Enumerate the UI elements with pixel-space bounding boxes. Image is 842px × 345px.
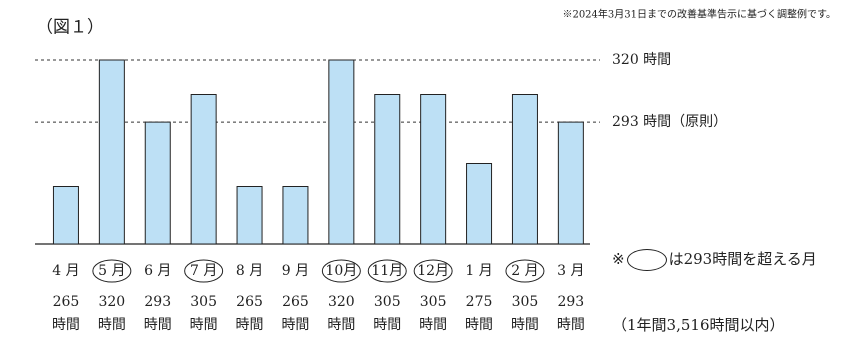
bar	[557, 121, 584, 245]
highlight-oval	[367, 259, 407, 283]
month-label: 8 月	[236, 263, 263, 279]
month-label: 6 月	[144, 263, 171, 279]
value-label: 305時間	[189, 294, 218, 333]
total-note: （1年間3,516時間以内）	[612, 316, 785, 334]
value-label: 293時間	[556, 294, 585, 333]
highlight-oval	[413, 259, 453, 283]
note: ※2024年3月31日までの改善基準告示に基づく調整例です。	[562, 8, 836, 21]
month-label: 10月	[325, 263, 357, 279]
legend: ※ は293時間を超える月	[612, 248, 817, 271]
value-label: 265時間	[51, 294, 80, 333]
value-label: 305時間	[419, 294, 448, 333]
month-label: 11月	[371, 263, 403, 279]
month-label: 12月	[417, 263, 449, 279]
reference-label: 320 時間	[612, 52, 671, 68]
month-label: 2 月	[511, 263, 538, 279]
value-label: 320時間	[97, 294, 126, 333]
highlight-oval	[92, 259, 132, 283]
bar	[98, 59, 125, 245]
bar	[236, 186, 263, 245]
value-label: 275時間	[465, 294, 494, 333]
bar	[374, 94, 401, 245]
bar	[52, 186, 79, 245]
legend-oval	[626, 249, 667, 271]
reference-label: 293 時間（原則）	[612, 114, 727, 130]
bar	[144, 121, 171, 245]
value-label: 320時間	[327, 294, 356, 333]
bar	[511, 94, 538, 245]
highlight-oval	[184, 259, 224, 283]
legend-prefix: ※	[612, 250, 625, 268]
bar	[190, 94, 217, 245]
legend-text: は293時間を超える月	[668, 250, 817, 268]
value-label: 305時間	[510, 294, 539, 333]
bar	[282, 186, 309, 245]
bar	[420, 94, 447, 245]
highlight-oval	[505, 259, 545, 283]
month-label: 4 月	[52, 263, 79, 279]
bar	[466, 163, 493, 245]
month-label: 3 月	[557, 263, 584, 279]
month-label: 5 月	[98, 263, 125, 279]
value-label: 265時間	[281, 294, 310, 333]
value-label: 293時間	[143, 294, 172, 333]
month-label: 7 月	[190, 263, 217, 279]
value-label: 265時間	[235, 294, 264, 333]
highlight-oval	[321, 259, 361, 283]
month-label: 9 月	[282, 263, 309, 279]
value-label: 305時間	[373, 294, 402, 333]
bar	[328, 59, 355, 245]
month-label: 1 月	[465, 263, 492, 279]
figure-title: （図１）	[36, 18, 104, 38]
